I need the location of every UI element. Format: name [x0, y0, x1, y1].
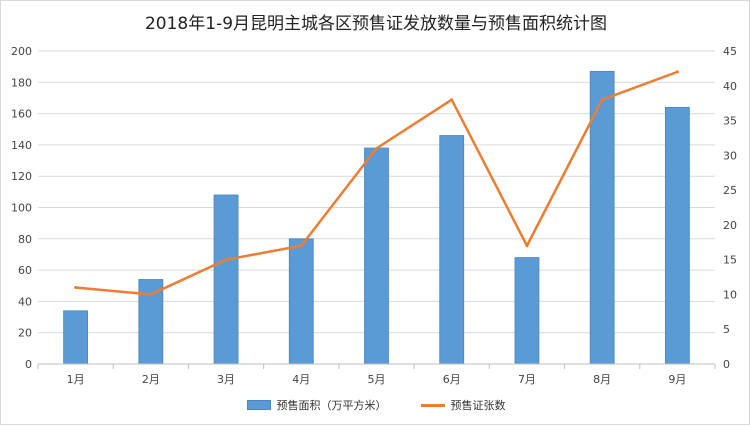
x-tick-label: 2月: [142, 373, 160, 386]
legend-label-count: 预售证张数: [450, 399, 506, 412]
chart-title: 2018年1-9月昆明主城各区预售证发放数量与预售面积统计图: [144, 14, 608, 34]
line-point: [299, 244, 303, 248]
bar: [664, 106, 690, 365]
bar: [439, 135, 465, 365]
x-tick-label: 3月: [217, 373, 235, 386]
y-right-tick-label: 10: [723, 288, 737, 301]
y-right-tick-label: 25: [723, 184, 737, 197]
y-right-tick-label: 20: [723, 219, 737, 232]
y-right-tick-label: 45: [723, 45, 737, 58]
y-left-tick-label: 140: [11, 139, 32, 152]
bar: [288, 238, 314, 365]
legend-label-area: 预售面积（万平方米）: [276, 399, 387, 412]
y-left-tick-label: 0: [25, 358, 32, 371]
y-left-tick-label: 100: [11, 202, 32, 215]
y-left-tick-label: 60: [18, 264, 32, 277]
line-point: [525, 244, 529, 248]
y-right-tick-label: 5: [723, 323, 730, 336]
line-point: [675, 70, 679, 74]
y-left-tick-label: 80: [18, 233, 32, 246]
x-tick-label: 4月: [292, 373, 310, 386]
x-tick-label: 7月: [518, 373, 536, 386]
y-left-tick-label: 120: [11, 170, 32, 183]
bar: [63, 310, 89, 365]
line-point: [149, 292, 153, 296]
y-left-tick-label: 160: [11, 108, 32, 121]
y-left-tick-label: 200: [11, 45, 32, 58]
legend-swatch-line: [420, 403, 445, 407]
line-point: [74, 285, 78, 289]
y-right-tick-label: 30: [723, 149, 737, 162]
legend-swatch-bar: [246, 400, 271, 410]
line-point: [450, 98, 454, 102]
y-left-tick-label: 20: [18, 327, 32, 340]
y-left-tick-label: 40: [18, 295, 32, 308]
line-point: [600, 98, 604, 102]
bar: [138, 279, 164, 365]
legend-item-count: 预售证张数: [420, 397, 506, 413]
chart-legend: 预售面积（万平方米） 预售证张数: [1, 397, 750, 413]
line-point: [224, 258, 228, 262]
y-right-tick-label: 15: [723, 254, 737, 267]
bar: [514, 257, 540, 365]
line-point: [375, 146, 378, 150]
legend-item-area: 预售面积（万平方米）: [246, 397, 387, 413]
x-tick-label: 6月: [443, 373, 461, 386]
bar: [589, 70, 615, 365]
bar: [213, 194, 239, 365]
x-tick-label: 8月: [593, 373, 611, 386]
y-right-tick-label: 0: [723, 358, 730, 371]
x-tick-label: 5月: [368, 373, 386, 386]
y-right-tick-label: 40: [723, 80, 737, 93]
y-left-tick-label: 180: [11, 76, 32, 89]
y-right-tick-label: 35: [723, 115, 737, 128]
x-tick-label: 1月: [67, 373, 85, 386]
bar: [364, 147, 389, 365]
x-tick-label: 9月: [668, 373, 686, 386]
